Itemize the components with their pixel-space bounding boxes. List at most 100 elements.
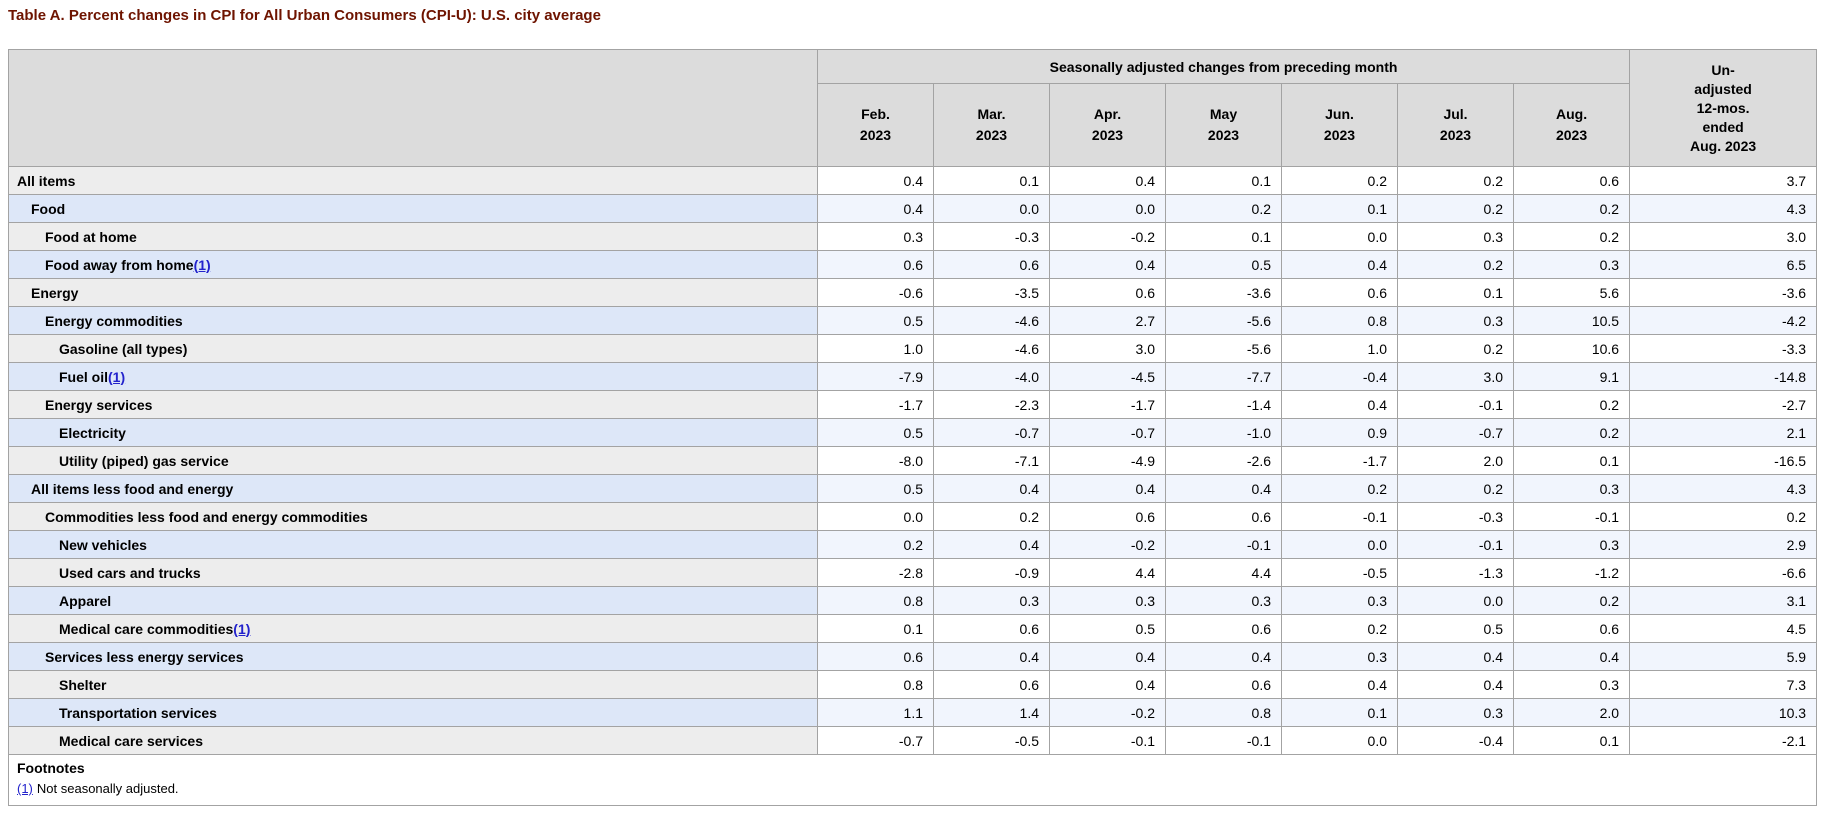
- monthly-value-cell: -0.1: [1397, 390, 1514, 419]
- table-row: All items less food and energy 0.5 0.4 0.4 0…: [8, 474, 1818, 503]
- monthly-value-cell: 0.5: [817, 418, 934, 447]
- table-row: Services less energy services 0.6 0.4 0.4 0.…: [8, 642, 1818, 671]
- monthly-value-cell: 0.5: [817, 474, 934, 503]
- footnote-ref-link[interactable]: (1): [108, 368, 126, 385]
- monthly-value-cell: 0.9: [1281, 418, 1398, 447]
- twelve-month-value-cell: 5.9: [1629, 642, 1818, 671]
- monthly-value-cell: -0.9: [933, 558, 1050, 587]
- monthly-value-cell: 0.4: [933, 474, 1050, 503]
- footnotes-row: Footnotes (1) Not seasonally adjusted.: [7, 754, 1818, 806]
- monthly-value-cell: 0.0: [1281, 222, 1398, 251]
- monthly-value-cell: -0.1: [1281, 502, 1398, 531]
- monthly-value-cell: 0.2: [1165, 194, 1282, 223]
- monthly-value-cell: 0.3: [1397, 222, 1514, 251]
- monthly-value-cell: 0.8: [1165, 698, 1282, 727]
- footnote-ref-link[interactable]: (1): [233, 620, 251, 637]
- monthly-value-cell: -0.1: [1165, 530, 1282, 559]
- monthly-value-cell: 0.6: [933, 250, 1050, 279]
- monthly-value-cell: -4.6: [933, 334, 1050, 363]
- monthly-value-cell: 0.6: [1165, 502, 1282, 531]
- row-label: Utility (piped) gas service: [8, 446, 818, 475]
- row-label: Apparel: [8, 586, 818, 615]
- table-row: Utility (piped) gas service -8.0 -7.1 -4.9-…: [8, 446, 1818, 475]
- monthly-value-cell: 0.2: [933, 502, 1050, 531]
- monthly-value-cell: 0.2: [817, 530, 934, 559]
- monthly-value-cell: 0.6: [1512, 614, 1631, 643]
- footnote-ref-link[interactable]: (1): [193, 256, 211, 273]
- twelve-month-value-cell: -4.2: [1629, 306, 1818, 335]
- row-label: New vehicles: [8, 530, 818, 559]
- monthly-value-cell: -0.2: [1049, 698, 1166, 727]
- monthly-value-cell: 2.0: [1512, 698, 1631, 727]
- monthly-value-cell: 0.6: [817, 642, 934, 671]
- footnotes-heading: Footnotes: [17, 760, 85, 776]
- row-label: Commodities less food and energy commodi…: [8, 502, 818, 531]
- monthly-value-cell: -0.6: [817, 278, 934, 307]
- monthly-value-cell: 0.6: [1049, 278, 1166, 307]
- monthly-value-cell: 0.6: [1165, 670, 1282, 699]
- monthly-value-cell: -0.5: [933, 726, 1050, 755]
- row-label: All items less food and energy: [8, 474, 818, 503]
- row-label: All items: [8, 166, 818, 195]
- monthly-value-cell: 0.4: [1397, 670, 1514, 699]
- twelve-month-value-cell: 3.1: [1629, 586, 1818, 615]
- monthly-value-cell: 0.2: [1281, 166, 1398, 195]
- monthly-value-cell: -3.5: [933, 278, 1050, 307]
- month-column-header: Jul. 2023: [1397, 83, 1514, 167]
- monthly-value-cell: 0.3: [1281, 642, 1398, 671]
- monthly-value-cell: 0.6: [1281, 278, 1398, 307]
- monthly-value-cell: 10.6: [1512, 334, 1631, 363]
- twelve-month-value-cell: 7.3: [1629, 670, 1818, 699]
- row-label: Medical care commodities(1): [8, 614, 818, 643]
- month-column-header: May 2023: [1165, 83, 1282, 167]
- monthly-value-cell: 0.1: [1281, 194, 1398, 223]
- monthly-value-cell: 0.1: [1512, 726, 1631, 755]
- row-label: Transportation services: [8, 698, 818, 727]
- monthly-value-cell: 1.4: [933, 698, 1050, 727]
- monthly-value-cell: 2.0: [1397, 446, 1514, 475]
- twelve-month-value-cell: -16.5: [1629, 446, 1818, 475]
- page-title: Table A. Percent changes in CPI for All …: [8, 7, 601, 24]
- monthly-value-cell: 0.2: [1512, 194, 1631, 223]
- monthly-value-cell: 0.2: [1397, 250, 1514, 279]
- footnote-anchor-link[interactable]: (1): [17, 781, 33, 796]
- monthly-value-cell: 0.1: [1281, 698, 1398, 727]
- table-body: All items 0.4 0.1 0.4 0.1 0.2 0.2 0.6 3.7 Food 0.4…: [8, 166, 1818, 755]
- monthly-value-cell: 9.1: [1512, 362, 1631, 391]
- row-label: Services less energy services: [8, 642, 818, 671]
- monthly-value-cell: 3.0: [1049, 334, 1166, 363]
- table-row: Food 0.4 0.0 0.0 0.2 0.1 0.2 0.2 4.3: [8, 194, 1818, 223]
- monthly-value-cell: 0.4: [1049, 250, 1166, 279]
- monthly-value-cell: 0.1: [1512, 446, 1631, 475]
- monthly-value-cell: 0.0: [933, 194, 1050, 223]
- monthly-value-cell: -0.7: [1397, 418, 1514, 447]
- twelve-month-value-cell: -14.8: [1629, 362, 1818, 391]
- monthly-value-cell: 5.6: [1512, 278, 1631, 307]
- monthly-value-cell: 0.4: [1281, 390, 1398, 419]
- monthly-value-cell: 0.3: [1512, 474, 1631, 503]
- footnote-text: Not seasonally adjusted.: [36, 781, 179, 796]
- monthly-value-cell: 0.3: [1512, 530, 1631, 559]
- monthly-value-cell: 0.2: [1512, 586, 1631, 615]
- twelve-month-value-cell: 3.7: [1629, 166, 1818, 195]
- monthly-value-cell: 4.4: [1165, 558, 1282, 587]
- monthly-value-cell: 0.4: [817, 194, 934, 223]
- month-column-header: Feb. 2023: [817, 83, 934, 167]
- monthly-value-cell: -0.4: [1397, 726, 1514, 755]
- monthly-value-cell: 0.8: [1281, 306, 1398, 335]
- footnotes-cell: Footnotes (1) Not seasonally adjusted.: [7, 754, 1818, 806]
- month-column-header: Jun. 2023: [1281, 83, 1398, 167]
- monthly-value-cell: 0.3: [1512, 670, 1631, 699]
- table-row: All items 0.4 0.1 0.4 0.1 0.2 0.2 0.6 3.7: [8, 166, 1818, 195]
- twelve-month-value-cell: 3.0: [1629, 222, 1818, 251]
- table-row: Energy services -1.7 -2.3 -1.7 -1.4 0.4 -0.1 0.…: [8, 390, 1818, 419]
- monthly-value-cell: -0.7: [817, 726, 934, 755]
- monthly-value-cell: -0.1: [1165, 726, 1282, 755]
- monthly-value-cell: -5.6: [1165, 334, 1282, 363]
- monthly-value-cell: -4.5: [1049, 362, 1166, 391]
- monthly-value-cell: 0.4: [1165, 642, 1282, 671]
- monthly-value-cell: 0.4: [1049, 166, 1166, 195]
- row-label: Fuel oil(1): [8, 362, 818, 391]
- unadjusted-column-header: Un-adjusted 12-mos. ended Aug. 2023: [1629, 49, 1818, 167]
- monthly-value-cell: -8.0: [817, 446, 934, 475]
